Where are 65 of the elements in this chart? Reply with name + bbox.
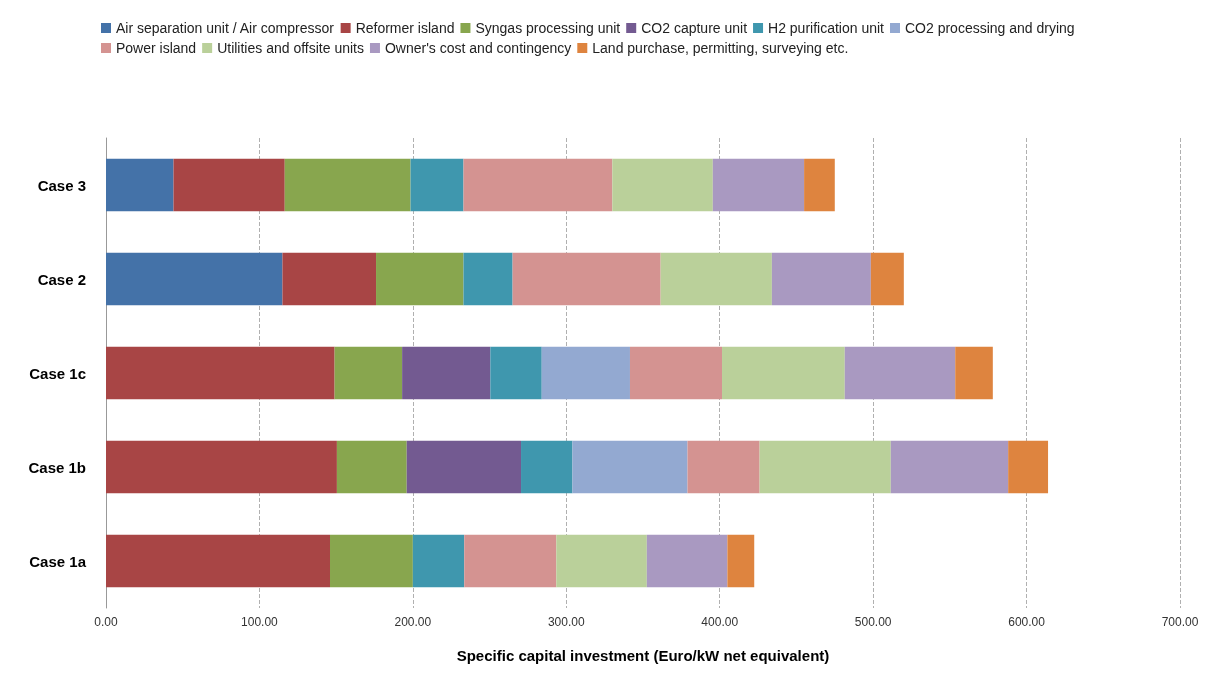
bar (955, 346, 993, 400)
bar (282, 252, 377, 306)
bar (1008, 440, 1049, 494)
x-axis-title: Specific capital investment (Euro/kW net equivalent) (456, 647, 830, 664)
x-tick-label: 200.00 (394, 615, 432, 629)
bar (512, 252, 661, 306)
bar (612, 158, 713, 212)
bar (106, 534, 331, 588)
legend-label: H2 purification unit (768, 20, 885, 36)
legend-label: Reformer island (355, 20, 455, 36)
legend-label: CO2 processing and drying (904, 20, 1075, 36)
legend-label: Power island (116, 40, 197, 56)
bar (464, 534, 557, 588)
bar (870, 252, 904, 306)
bar (722, 346, 845, 400)
bar (890, 440, 1009, 494)
bar (712, 158, 805, 212)
bar (541, 346, 630, 400)
x-tick-label: 400.00 (701, 615, 739, 629)
x-tick-label: 300.00 (547, 615, 585, 629)
bar (173, 158, 285, 212)
bar (771, 252, 871, 306)
y-tick-label: Case 1b (28, 458, 86, 476)
bar (412, 534, 465, 588)
bar (410, 158, 464, 212)
legend-label: CO2 capture unit (641, 20, 748, 36)
bar (336, 440, 407, 494)
y-tick-label: Case 2 (37, 270, 86, 288)
bar (330, 534, 413, 588)
x-tick-label: 100.00 (241, 615, 279, 629)
bar (556, 534, 647, 588)
bar (660, 252, 772, 306)
bar (284, 158, 411, 212)
legend-label: Utilities and offsite units (217, 40, 364, 56)
bar (804, 158, 835, 212)
bar (402, 346, 491, 400)
bar (844, 346, 956, 400)
legend-label: Land purchase, permitting, surveying etc. (592, 40, 849, 56)
bar (572, 440, 688, 494)
bar (646, 534, 728, 588)
bar (106, 440, 337, 494)
x-tick-label: 600.00 (1008, 615, 1046, 629)
bar (687, 440, 760, 494)
y-tick-label: Case 1a (29, 552, 87, 570)
y-tick-label: Case 1c (29, 364, 86, 382)
bar (406, 440, 522, 494)
bar (463, 252, 513, 306)
bar (106, 346, 335, 400)
bar (106, 158, 174, 212)
x-tick-label: 500.00 (854, 615, 892, 629)
bar (463, 158, 613, 212)
bar (376, 252, 464, 306)
bar (629, 346, 723, 400)
bar (490, 346, 542, 400)
bar (334, 346, 403, 400)
bar (759, 440, 891, 494)
bar (727, 534, 755, 588)
y-tick-label: Case 3 (37, 176, 86, 194)
x-tick-label: 700.00 (1161, 615, 1199, 629)
bar (521, 440, 573, 494)
legend-label: Owner's cost and contingency (384, 40, 572, 56)
bar (106, 252, 283, 306)
legend-label: Syngas processing unit (475, 20, 621, 36)
x-tick-label: 0.00 (94, 615, 118, 629)
legend-label: Air separation unit / Air compressor (116, 20, 335, 36)
